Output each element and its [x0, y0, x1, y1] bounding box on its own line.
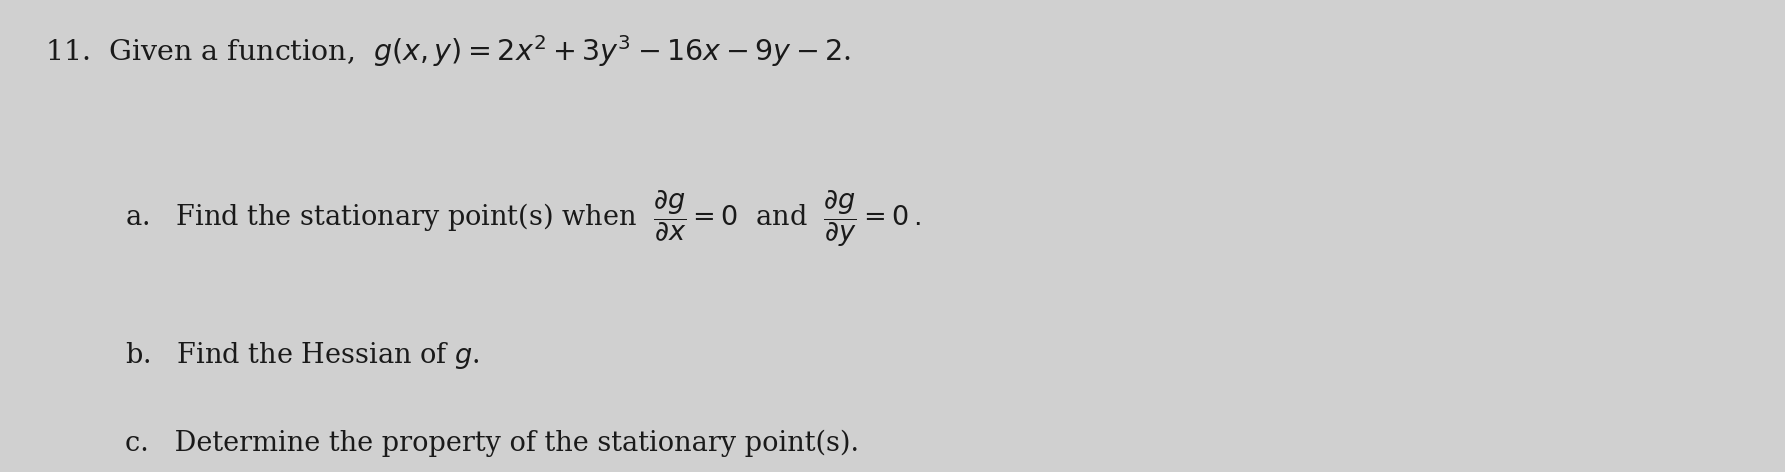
Text: a.   Find the stationary point(s) when  $\dfrac{\partial g}{\partial x} = 0$  an: a. Find the stationary point(s) when $\d… — [125, 189, 921, 249]
Text: b.   Find the Hessian of $g$.: b. Find the Hessian of $g$. — [125, 340, 480, 371]
Text: c.   Determine the property of the stationary point(s).: c. Determine the property of the station… — [125, 430, 859, 457]
Text: 11.  Given a function,  $g(x, y) = 2x^2 + 3y^3 - 16x - 9y - 2$.: 11. Given a function, $g(x, y) = 2x^2 + … — [45, 33, 851, 69]
